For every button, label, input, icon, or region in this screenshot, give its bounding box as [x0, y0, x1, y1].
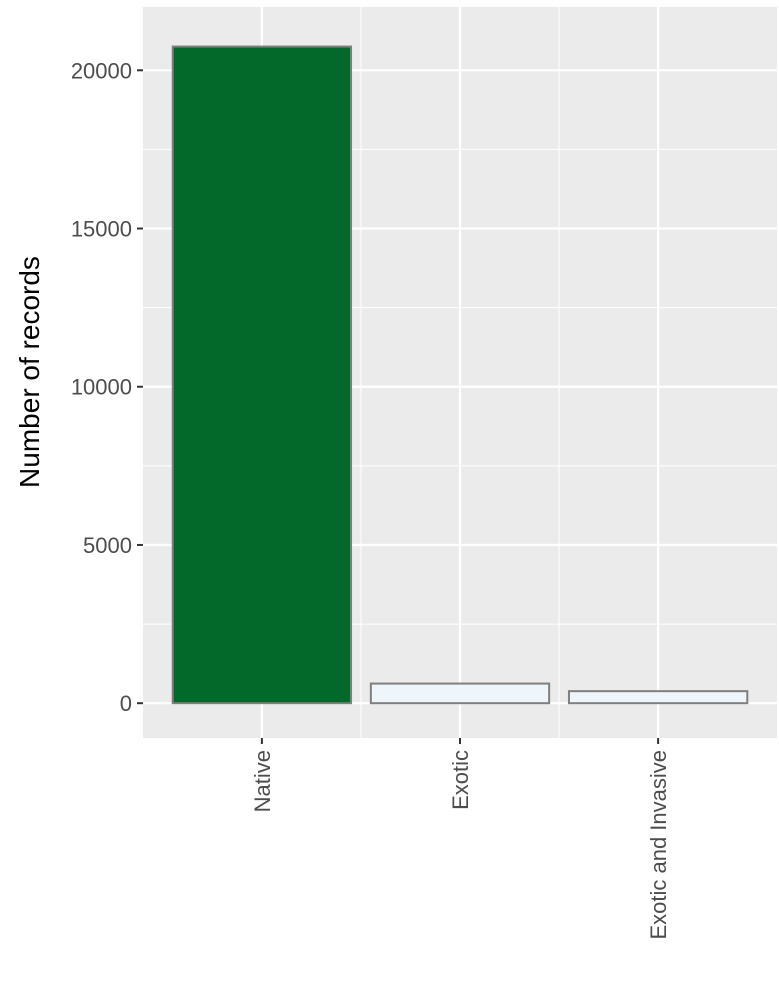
- x-tick-label: Native: [250, 750, 275, 812]
- y-tick-label: 20000: [71, 58, 132, 83]
- bar-native: [171, 45, 353, 705]
- bar-exotic: [369, 682, 551, 705]
- x-axis-ticks: Native Exotic Exotic and Invasive: [250, 738, 671, 940]
- y-tick-label: 15000: [71, 217, 132, 242]
- x-tick-label: Exotic: [448, 750, 473, 810]
- x-tick-label: Exotic and Invasive: [646, 750, 671, 940]
- bar-exotic-and-invasive: [567, 690, 749, 705]
- y-tick-label: 10000: [71, 375, 132, 400]
- bars: [171, 45, 749, 705]
- y-tick-label: 0: [120, 691, 132, 716]
- y-axis-ticks: 0 5000 10000 15000 20000: [71, 58, 143, 716]
- y-axis-title: Number of records: [14, 256, 45, 488]
- y-tick-label: 5000: [83, 533, 132, 558]
